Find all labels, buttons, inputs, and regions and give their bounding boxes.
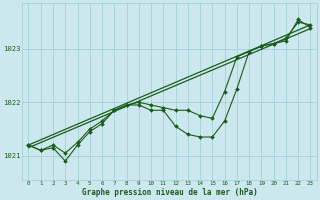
X-axis label: Graphe pression niveau de la mer (hPa): Graphe pression niveau de la mer (hPa) [82, 188, 257, 197]
